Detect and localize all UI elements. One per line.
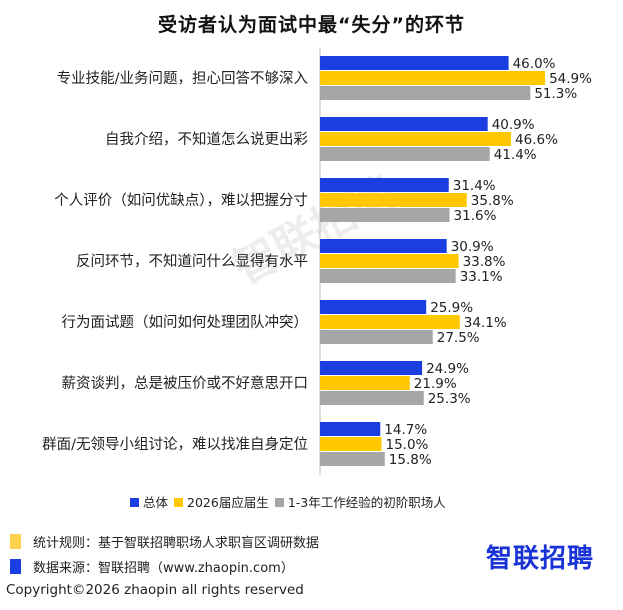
category-label: 群面/无领导小组讨论，难以找准自身定位 [42, 436, 308, 453]
bar [320, 361, 423, 375]
legend-swatch [274, 498, 284, 507]
chart-title: 受访者认为面试中最“失分”的环节 [158, 14, 465, 36]
bar [320, 193, 467, 207]
data-label: 40.9% [492, 117, 535, 133]
bar [320, 178, 449, 192]
data-label: 46.6% [515, 132, 558, 148]
bar [320, 330, 433, 344]
data-source-swatch [10, 559, 21, 574]
data-label: 30.9% [451, 239, 494, 255]
legend-item: 2026届应届生 [174, 492, 269, 511]
legend-swatch [174, 498, 184, 507]
bar [320, 422, 381, 436]
data-label: 54.9% [549, 71, 592, 87]
data-label: 35.8% [471, 193, 514, 209]
data-label: 25.3% [428, 391, 471, 407]
data-label: 46.0% [513, 56, 556, 72]
stat-rule-swatch [10, 534, 21, 549]
data-label: 14.7% [384, 422, 427, 438]
data-label: 15.8% [389, 452, 432, 468]
data-label: 34.1% [464, 315, 507, 331]
bar [320, 132, 512, 146]
data-label: 31.6% [454, 208, 497, 224]
data-label: 33.8% [463, 254, 506, 270]
data-label: 33.1% [460, 269, 503, 285]
data-label: 51.3% [534, 86, 577, 102]
bar [320, 56, 509, 70]
legend-label: 总体 [143, 495, 169, 510]
bar [320, 437, 382, 451]
stat-rule-text: 统计规则：基于智联招聘职场人求职盲区调研数据 [33, 536, 320, 551]
data-label: 41.4% [494, 147, 537, 163]
legend-label: 1-3年工作经验的初阶职场人 [287, 495, 446, 510]
bar [320, 254, 459, 268]
data-label: 25.9% [430, 300, 473, 316]
legend-label: 2026届应届生 [187, 495, 269, 510]
legend: 总体 2026届应届生 1-3年工作经验的初阶职场人 [130, 492, 590, 511]
bar [320, 71, 546, 85]
bar [320, 315, 460, 329]
bar [320, 208, 450, 222]
copyright-text: Copyright©2026 zhaopin all rights reserv… [6, 582, 304, 598]
legend-item: 总体 [130, 492, 168, 511]
data-label: 15.0% [386, 437, 429, 453]
bar [320, 376, 410, 390]
data-label: 21.9% [414, 376, 457, 392]
legend-swatch [130, 498, 139, 507]
data-source-row: 数据来源：智联招聘（www.zhaopin.com） [10, 557, 294, 576]
bar [320, 452, 385, 466]
bar [320, 391, 424, 405]
bar [320, 239, 447, 253]
category-label: 自我介绍，不知道怎么说更出彩 [105, 131, 308, 148]
category-label: 个人评价（如问优缺点），难以把握分寸 [54, 192, 308, 209]
brand-logo: 智联招聘 [486, 544, 595, 574]
category-label: 反问环节，不知道问什么显得有水平 [76, 253, 308, 270]
bar-chart: 专业技能/业务问题，担心回答不够深入 46.0%54.9%51.3% 自我介绍，不知… [42, 48, 592, 475]
data-source-text: 数据来源：智联招聘（www.zhaopin.com） [33, 561, 294, 576]
data-label: 31.4% [453, 178, 496, 194]
stat-rule-row: 统计规则：基于智联招聘职场人求职盲区调研数据 [10, 532, 319, 551]
category-label: 薪资谈判，总是被压价或不好意思开口 [62, 374, 309, 392]
category-label: 行为面试题（如问如何处理团队冲突） [62, 314, 309, 331]
bar [320, 117, 488, 131]
category-label: 专业技能/业务问题，担心回答不够深入 [57, 70, 308, 87]
legend-item: 1-3年工作经验的初阶职场人 [274, 492, 446, 511]
bar [320, 86, 531, 100]
bar [320, 147, 490, 161]
data-label: 24.9% [426, 361, 469, 377]
data-label: 27.5% [437, 330, 480, 346]
bar [320, 269, 456, 283]
bar [320, 300, 427, 314]
